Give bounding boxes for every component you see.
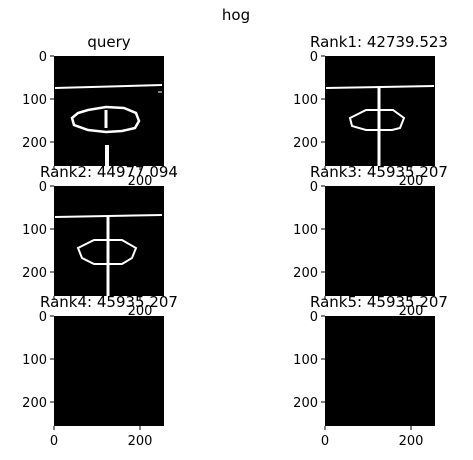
rank2-x-axis	[53, 296, 141, 300]
rank1-x-tick-200: 200	[399, 174, 424, 189]
figure-suptitle: hog	[222, 6, 250, 24]
rank1-y-tick-200: 200	[293, 136, 318, 151]
rank4-y-tick-0: 0	[39, 310, 47, 325]
rank3-y-tick-200: 200	[293, 266, 318, 281]
rank3-y-axis	[321, 185, 325, 273]
query-y-tick-0: 0	[39, 50, 47, 65]
rank1-title: Rank1: 42739.523	[310, 33, 448, 51]
rank5-y-tick-200: 200	[293, 396, 318, 411]
rank5-x-tick-200: 200	[399, 434, 424, 449]
rank4-y-tick-100: 100	[22, 353, 47, 368]
rank4-image	[54, 316, 164, 426]
rank5-title: Rank5: 45935.207	[310, 293, 448, 311]
rank3-image	[325, 186, 435, 296]
panel-rank2: Rank2: 44977.094 0 100 200	[22, 163, 178, 300]
query-y-tick-200: 200	[22, 136, 47, 151]
rank4-x-axis	[53, 426, 141, 430]
rank1-y-tick-100: 100	[293, 93, 318, 108]
rank5-x-tick-0: 0	[321, 434, 329, 449]
rank5-y-tick-100: 100	[293, 353, 318, 368]
rank2-image-strokes	[54, 214, 163, 296]
rank2-y-tick-0: 0	[39, 180, 47, 195]
panel-rank4: Rank4: 45935.207 0 100 200 0 200	[22, 293, 178, 449]
rank4-title: Rank4: 45935.207	[40, 293, 178, 311]
rank3-x-axis	[324, 296, 412, 300]
query-y-axis	[50, 55, 54, 143]
rank4-x-tick-0: 0	[50, 434, 58, 449]
rank2-y-axis	[50, 185, 54, 273]
rank1-y-tick-0: 0	[310, 50, 318, 65]
rank3-title: Rank3: 45935.207	[310, 163, 448, 181]
query-y-tick-100: 100	[22, 93, 47, 108]
panel-rank1: Rank1: 42739.523 0 100 200	[293, 33, 448, 170]
query-x-tick-200: 200	[128, 174, 153, 189]
rank5-x-axis	[324, 426, 412, 430]
rank2-x-tick-200: 200	[128, 304, 153, 319]
query-title: query	[87, 33, 130, 51]
rank3-y-tick-0: 0	[310, 180, 318, 195]
rank5-image	[325, 316, 435, 426]
rank3-x-tick-200: 200	[399, 304, 424, 319]
query-image-strokes	[54, 84, 163, 166]
rank4-y-tick-200: 200	[22, 396, 47, 411]
rank2-title: Rank2: 44977.094	[40, 163, 178, 181]
rank4-y-axis	[50, 315, 54, 403]
rank4-x-tick-200: 200	[128, 434, 153, 449]
rank1-x-axis	[324, 166, 412, 170]
rank2-y-tick-200: 200	[22, 266, 47, 281]
rank2-y-tick-100: 100	[22, 223, 47, 238]
rank1-image-strokes	[325, 85, 435, 166]
rank5-y-tick-0: 0	[310, 310, 318, 325]
rank5-y-axis	[321, 315, 325, 403]
panel-rank5: Rank5: 45935.207 0 100 200 0 200	[293, 293, 448, 449]
query-x-axis	[53, 166, 141, 170]
rank1-y-axis	[321, 55, 325, 143]
panel-rank3: Rank3: 45935.207 0 100 200	[293, 163, 448, 300]
rank3-y-tick-100: 100	[293, 223, 318, 238]
panel-query: query 0 100 200	[22, 33, 164, 170]
